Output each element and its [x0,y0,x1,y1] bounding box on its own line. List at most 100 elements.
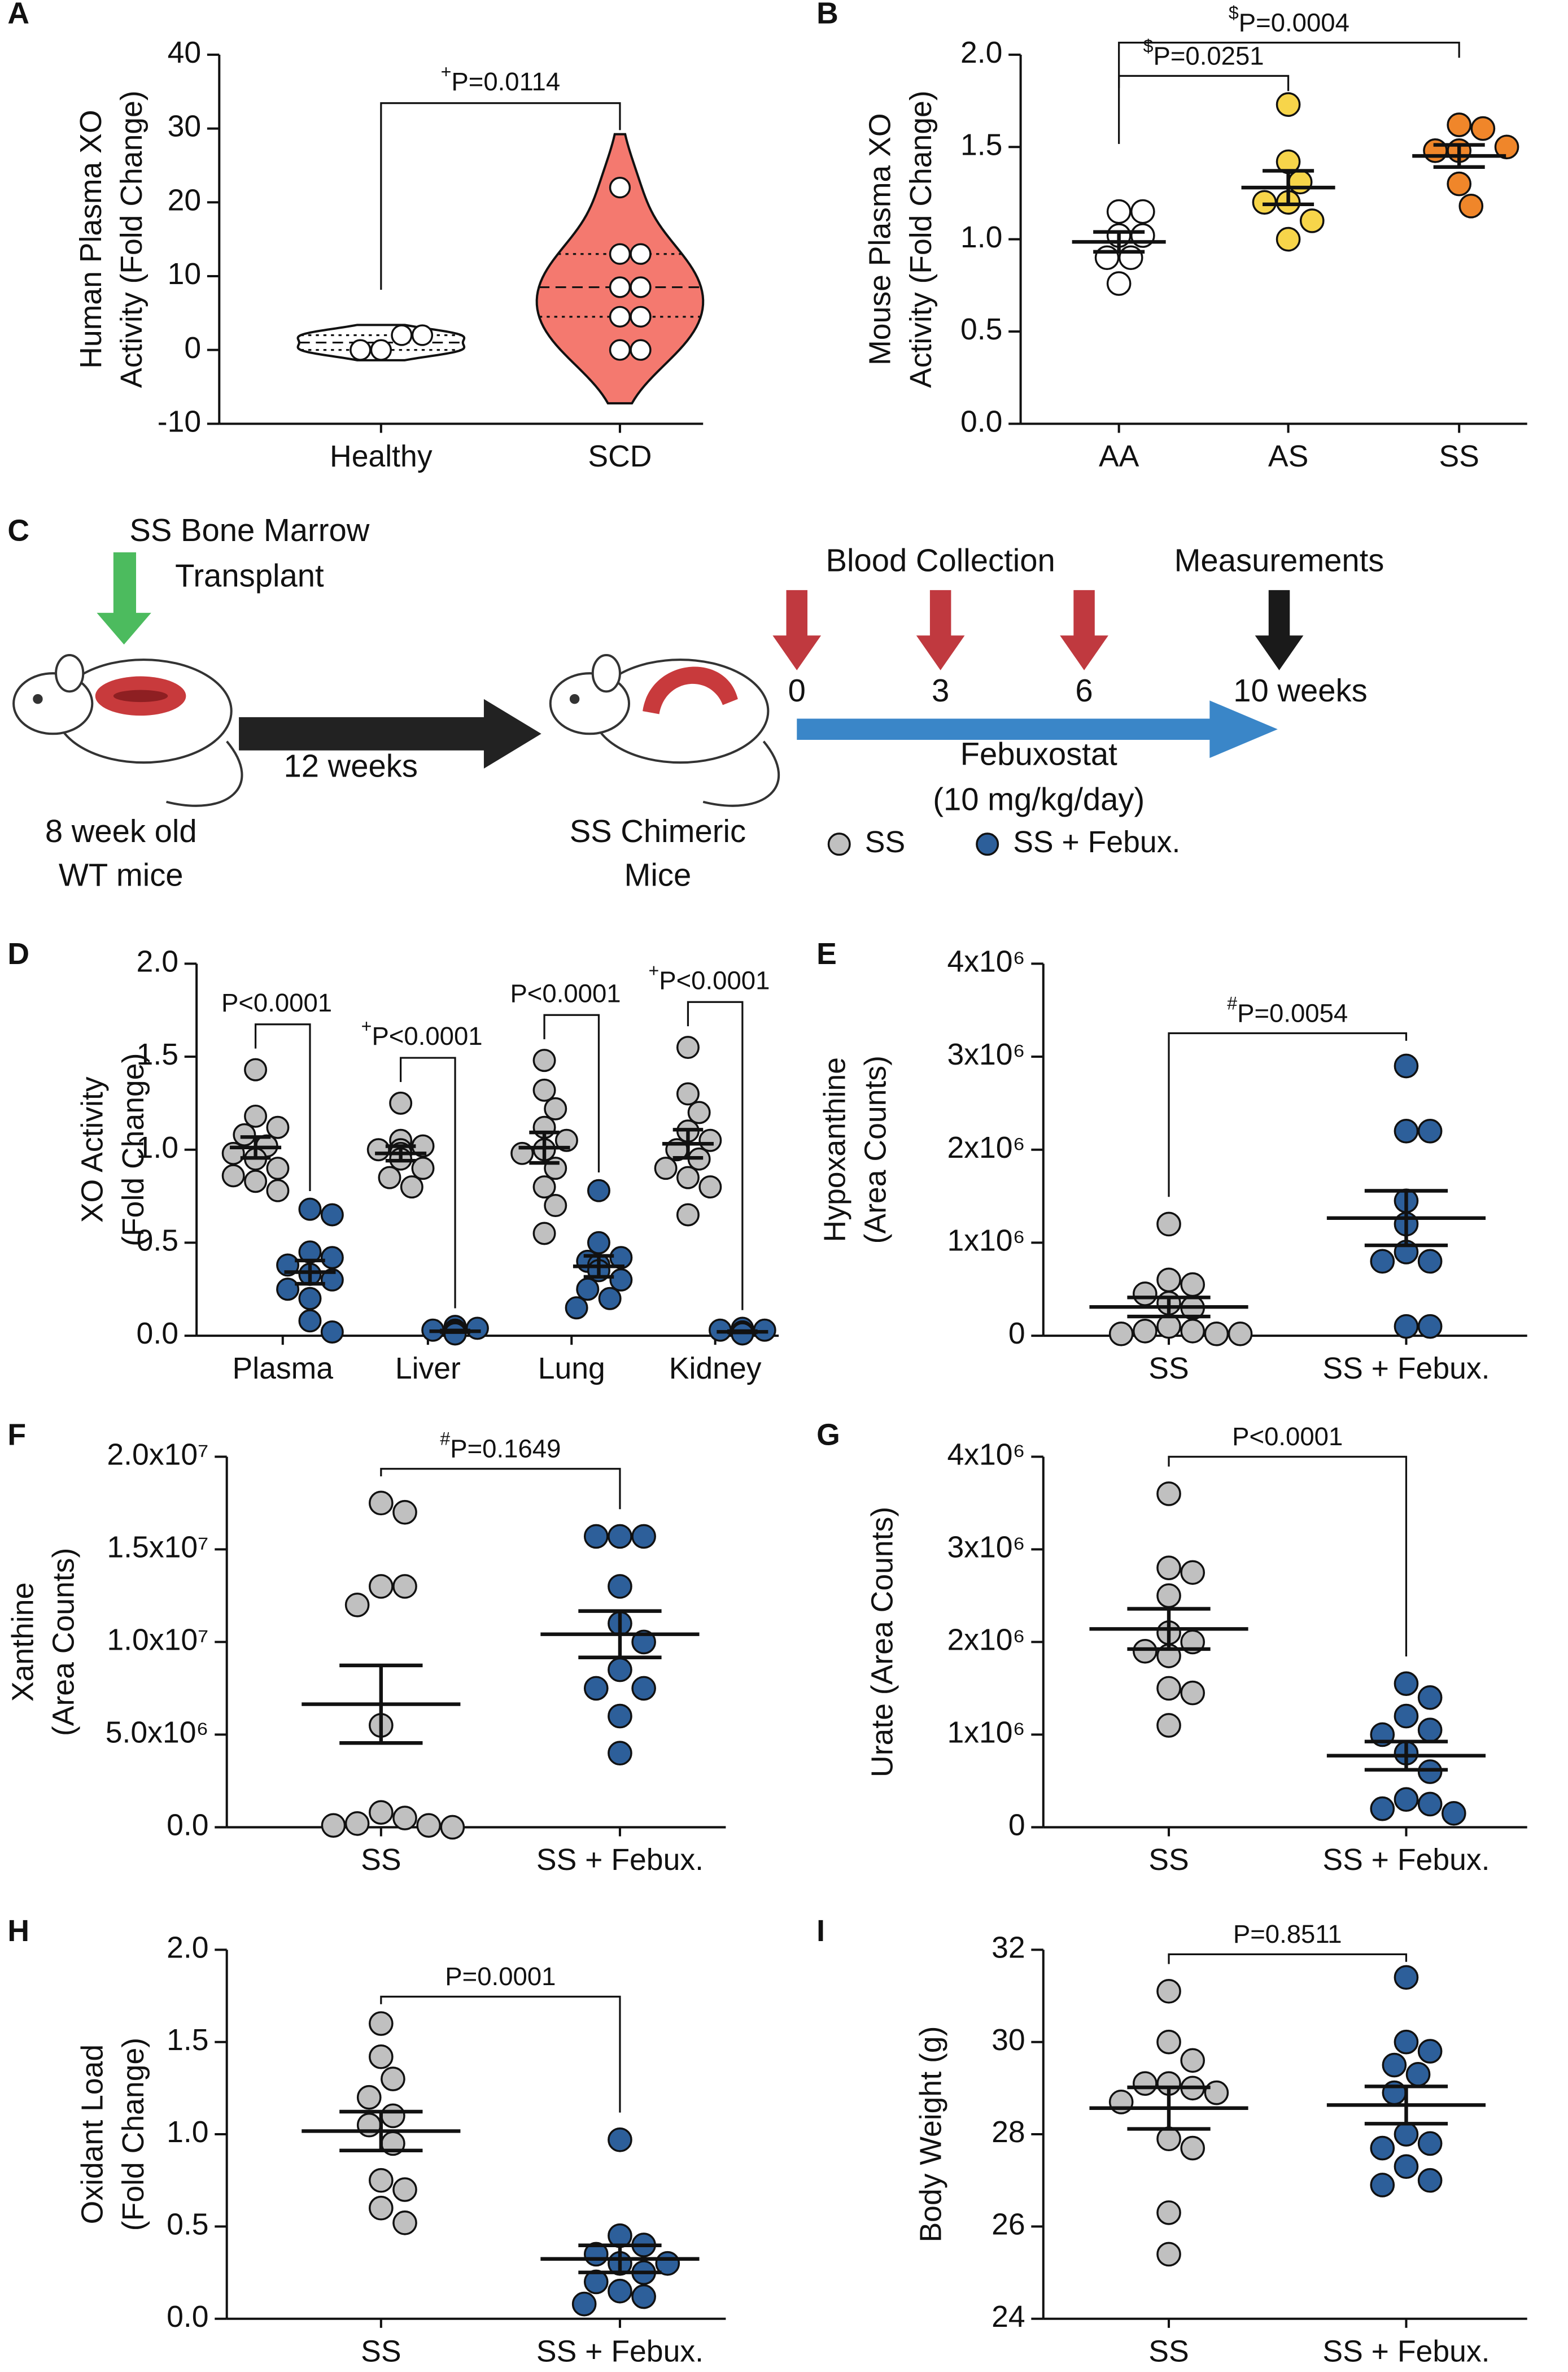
y-axis-label: (Fold Change) [117,2038,150,2231]
data-point [1394,2029,1419,2055]
arrow [97,552,151,645]
data-point [698,1128,722,1152]
data-point [1370,2173,1395,2197]
data-point [609,243,631,265]
p-value: P<0.0001 [221,988,332,1017]
arrow [916,590,965,670]
panel-label: G [816,1419,840,1452]
data-point [1405,2062,1431,2087]
data-point [1180,1319,1206,1344]
data-point [1156,1676,1181,1701]
data-point [1394,1787,1419,1812]
data-point [369,2168,394,2193]
data-point [392,1806,417,1830]
x-tick-label: Lung [538,1352,605,1385]
data-point [571,2291,597,2317]
data-point [378,1166,401,1189]
bracket [1168,1455,1408,1656]
data-point [1180,1680,1206,1706]
y-tick-label: 0 [184,332,201,365]
x-tick-label: AA [1099,440,1139,473]
data-point [1417,2168,1443,2193]
y-tick-label: 2x10⁶ [947,1624,1025,1657]
data-point [369,2195,394,2221]
data-point [1417,1314,1443,1339]
bracket [543,1014,600,1173]
data-point [369,1574,394,1599]
y-tick-label: 0.0 [167,2300,208,2334]
data-point [1156,1314,1181,1339]
p-value: +P=0.0114 [441,62,561,96]
bracket [254,1023,311,1191]
data-point [1494,134,1519,160]
mouse [12,654,243,807]
data-point [356,2085,382,2110]
p-text: P<0.0001 [372,1022,482,1050]
data-point [1252,190,1277,215]
data-point [1156,1555,1181,1580]
panel-c: C SS Bone Marrow Transplant 12 weeks 8 w… [7,512,1384,893]
p-value: P<0.0001 [510,979,621,1008]
data-point [350,339,372,361]
data-point [391,324,413,346]
data-point [630,306,652,328]
y-tick-label: 1x10⁶ [947,1716,1025,1750]
data-point [1394,2154,1419,2179]
y-axis-label: (Area Counts) [47,1548,81,1736]
data-point [687,1101,711,1124]
y-tick-label: -10 [158,405,201,438]
y-tick-label: 3x10⁶ [947,1531,1025,1564]
data-point [389,1091,413,1115]
stage-label: Measurements [1174,543,1384,578]
p-text: P<0.0001 [221,988,332,1017]
data-point [587,1179,610,1202]
bracket [1168,1953,1408,1964]
y-axis-label: Human Plasma XO [75,110,108,368]
y-tick-label: 20 [168,184,202,217]
data-point [608,1574,632,1599]
y-tick-label: 1.0x10⁷ [107,1624,208,1657]
data-point [369,2011,394,2036]
treatment-label: (10 mg/kg/day) [933,782,1145,817]
transplant-label: Transplant [175,557,324,593]
y-axis-label: Xanthine [6,1582,40,1702]
y-tick-label: 2.0 [960,36,1002,69]
data-point [1180,2048,1206,2073]
data-point [1108,1321,1134,1346]
data-point [654,1157,678,1180]
x-tick-label: SS [1148,1843,1189,1877]
data-point [1394,1671,1419,1697]
data-point [276,1277,300,1301]
x-tick-label: SCD [588,440,652,473]
data-point [1447,171,1472,197]
y-axis-label: Hypoxanthine [818,1057,851,1242]
data-point [609,306,631,328]
x-tick-label: SS + Febux. [536,1843,704,1877]
data-point [298,1197,322,1221]
data-point [416,1813,442,1838]
data-point [321,1813,346,1838]
bracket [380,102,621,290]
data-point [298,1287,322,1310]
p-prefix: $ [1143,36,1154,56]
bracket [380,1995,621,2113]
arrow [772,590,822,670]
data-point [608,2278,632,2304]
data-point [1156,2200,1181,2225]
data-point [381,2103,405,2129]
p-value: $P=0.0004 [1229,3,1349,37]
y-axis-label: (Fold Change) [117,1053,150,1246]
y-tick-label: 0 [1008,1317,1025,1350]
y-axis-label: Body Weight (g) [914,2026,947,2243]
y-tick-label: 0.5 [960,313,1002,346]
data-point [583,1524,609,1549]
data-point [532,1049,556,1072]
x-tick-label: SS + Febux. [1322,1352,1490,1385]
panel-label: D [7,938,29,971]
p-value: P<0.0001 [1232,1422,1343,1451]
data-point [587,1231,610,1254]
data-point [320,1320,344,1344]
data-point [676,1036,700,1059]
data-point [1417,1759,1443,1784]
data-point [544,1157,567,1180]
